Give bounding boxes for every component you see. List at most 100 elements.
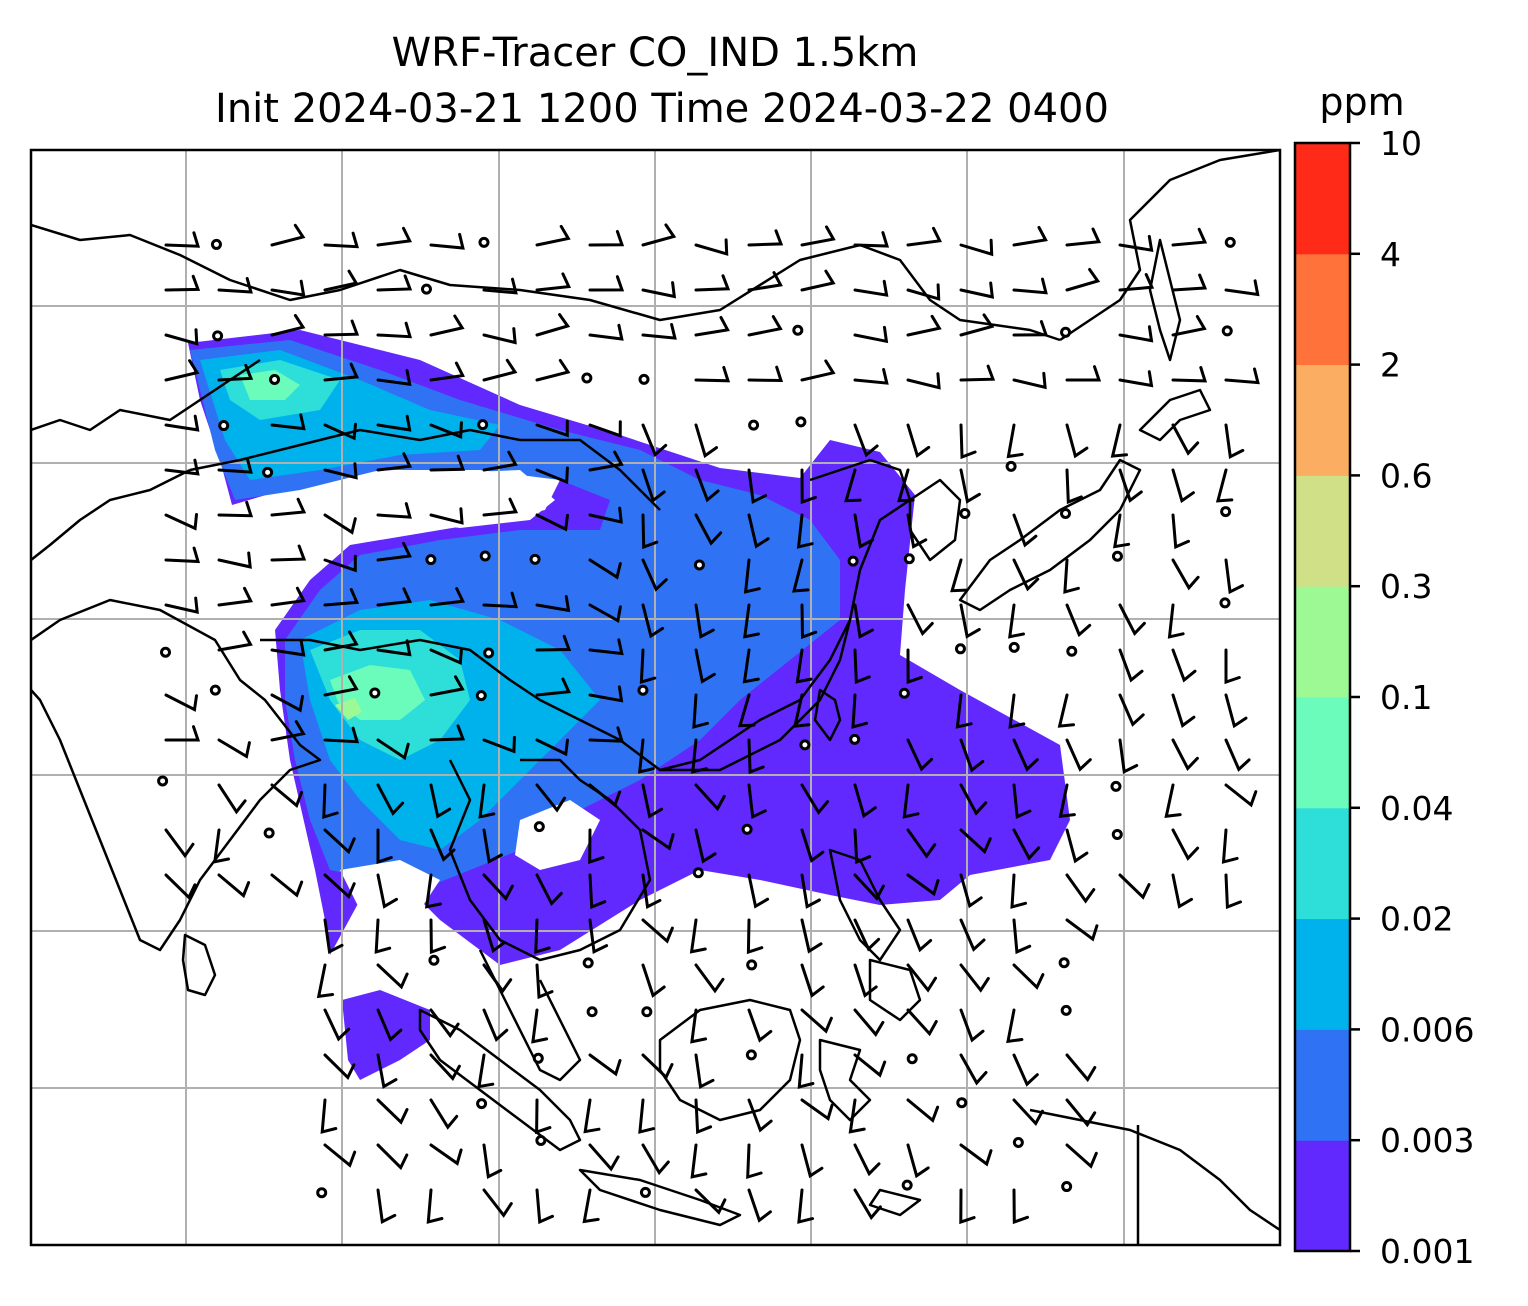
wind-barb — [588, 558, 622, 580]
calm-circle — [792, 324, 804, 336]
wind-barb — [429, 675, 465, 697]
wind-barb — [853, 783, 877, 819]
wind-barb — [270, 413, 306, 431]
calm-circle — [428, 954, 440, 966]
calm-circle — [906, 1053, 918, 1065]
wind-barb — [535, 634, 572, 652]
coastline-luzon — [828, 848, 902, 962]
wind-barb — [690, 1008, 708, 1044]
calm-circle — [1058, 957, 1070, 969]
calm-circle — [901, 1179, 913, 1191]
wind-barb — [747, 229, 784, 247]
wind-barb — [482, 963, 513, 994]
wind-barb — [1008, 603, 1025, 639]
wind-barb — [426, 1188, 444, 1224]
wind-barb — [906, 873, 940, 897]
colorbar: ppm 0.001 0.003 0.006 0.02 0.04 0.1 0.3 0.6 2 4 10 — [1293, 80, 1474, 1271]
wind-barb — [747, 738, 765, 775]
calm-circle — [212, 330, 224, 342]
wind-barb — [376, 226, 412, 247]
wind-barb — [792, 558, 810, 593]
wind-barb — [1012, 1188, 1029, 1225]
wind-barb — [482, 497, 519, 517]
wind-barb — [588, 603, 622, 624]
calm-circle — [369, 687, 381, 699]
wind-barb — [747, 873, 770, 909]
calm-circle — [262, 466, 274, 478]
wind-barb — [535, 1188, 554, 1225]
wind-barb — [1224, 648, 1241, 685]
calm-circle — [586, 1006, 598, 1018]
wind-barb — [270, 544, 307, 562]
wind-barb — [853, 279, 889, 297]
wind-barb — [482, 1188, 513, 1218]
wind-barb — [902, 783, 920, 819]
tracer-gap-gulf — [515, 800, 600, 870]
calm-circle — [1219, 597, 1231, 609]
wind-barb — [1065, 828, 1089, 864]
calm-circle — [209, 684, 221, 696]
wind-barb — [164, 328, 199, 346]
wind-barb — [588, 450, 624, 472]
coastline-borneo — [658, 998, 802, 1122]
wind-barb — [853, 368, 889, 385]
coastline-sri-lanka — [181, 933, 217, 997]
calm-circle — [1221, 325, 1233, 337]
wind-barb — [1058, 783, 1076, 819]
coastline-russia-far-east — [1059, 150, 1280, 342]
calm-circle — [1012, 1136, 1024, 1148]
wind-barb — [217, 783, 247, 815]
wind-barb — [959, 1053, 988, 1086]
wind-barb — [906, 372, 941, 390]
wind-barb — [588, 1053, 622, 1077]
wind-barb — [583, 1098, 601, 1134]
wind-barb — [906, 1008, 938, 1037]
border-himalaya — [260, 619, 852, 772]
wind-barb — [1012, 558, 1040, 592]
wind-barb — [376, 368, 412, 386]
wind-barb — [906, 283, 941, 301]
wind-barb — [535, 677, 572, 697]
wind-barb — [694, 783, 726, 812]
wind-barb — [959, 423, 977, 460]
wind-barb — [853, 325, 889, 344]
wind-barb — [217, 630, 253, 652]
wind-barb — [482, 450, 518, 472]
wind-barb — [535, 419, 569, 438]
wind-barb — [535, 1098, 552, 1135]
wind-barb — [376, 541, 412, 562]
calm-circle — [581, 372, 593, 384]
wind-barb — [641, 1143, 670, 1176]
calm-circle — [1005, 460, 1017, 472]
wind-barb — [323, 422, 357, 441]
wind-barb — [1012, 371, 1047, 390]
wind-barb — [747, 365, 784, 383]
wind-barb — [213, 828, 230, 864]
colorbar-tick-label-1: 0.003 — [1380, 1121, 1474, 1160]
wind-barb — [1224, 558, 1244, 595]
wind-barb — [429, 1053, 461, 1082]
calm-circle — [478, 236, 490, 248]
calm-circle — [157, 775, 169, 787]
wind-barb — [270, 314, 306, 337]
wind-barb — [164, 513, 198, 531]
wind-barb — [323, 362, 360, 382]
calm-circle — [1060, 507, 1072, 519]
wind-barb — [535, 783, 566, 813]
calm-circle — [693, 559, 705, 571]
wind-barb — [482, 873, 514, 902]
wind-barb — [1118, 738, 1139, 774]
calm-circle — [1008, 641, 1020, 653]
map-gridlines — [31, 150, 1280, 1245]
wind-barb — [694, 963, 725, 994]
wind-barb — [323, 231, 360, 249]
wind-barb — [164, 274, 201, 292]
calm-circle — [420, 283, 432, 295]
colorbar-tick-label-6: 0.3 — [1380, 567, 1432, 606]
wind-barb — [1057, 693, 1075, 728]
wind-barb — [217, 738, 251, 759]
wind-barb — [906, 423, 931, 459]
wind-barb — [376, 502, 412, 519]
wind-barb — [1012, 277, 1048, 295]
wind-barb — [906, 828, 937, 859]
